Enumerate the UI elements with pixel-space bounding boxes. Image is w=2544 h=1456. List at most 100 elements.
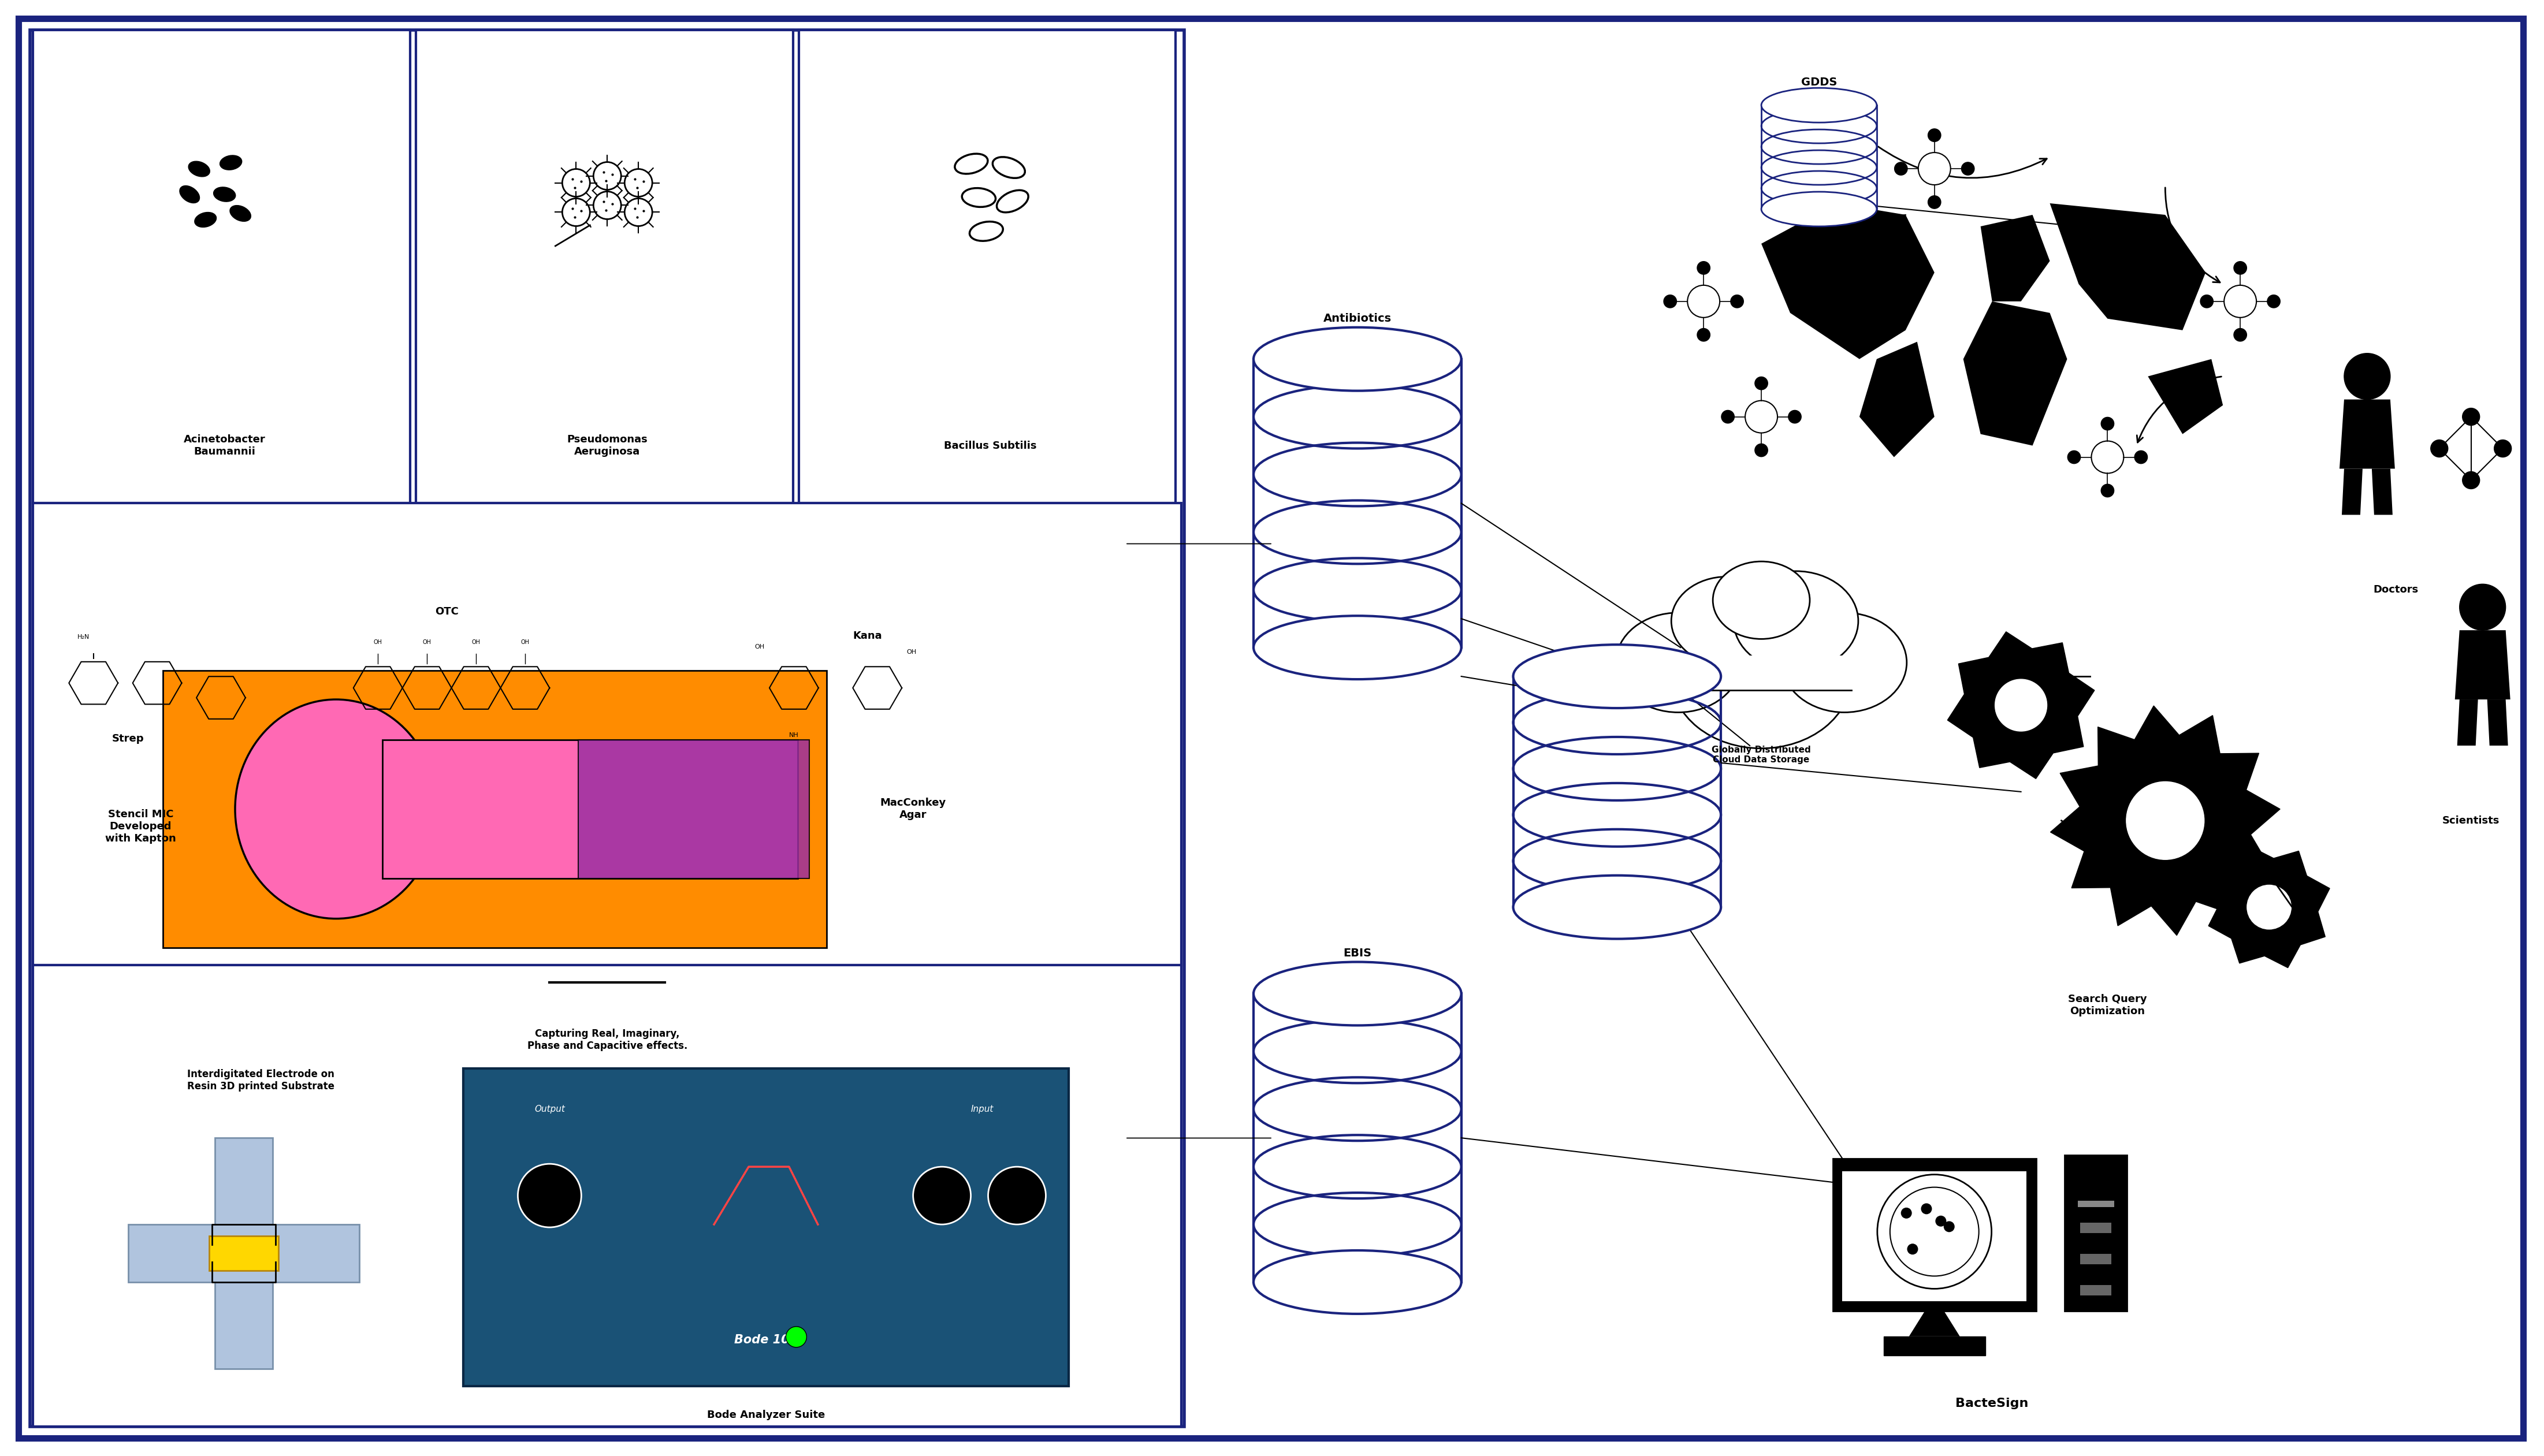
Circle shape	[1936, 1216, 1946, 1226]
Bar	[1514, 677, 1720, 907]
Bar	[415, 31, 794, 504]
Circle shape	[2246, 885, 2292, 929]
Bar	[463, 1069, 1068, 1386]
Text: NH: NH	[789, 732, 799, 738]
Text: OH: OH	[471, 639, 481, 645]
Bar	[33, 504, 1180, 965]
Ellipse shape	[1514, 875, 1720, 939]
Text: Bode Analyzer Suite: Bode Analyzer Suite	[707, 1409, 824, 1420]
Text: Capturing Real, Imaginary,
Phase and Capacitive effects.: Capturing Real, Imaginary, Phase and Cap…	[527, 1028, 687, 1051]
Circle shape	[562, 169, 590, 197]
Ellipse shape	[1712, 562, 1809, 639]
Bar	[1760, 105, 1877, 210]
Ellipse shape	[1514, 645, 1720, 708]
Ellipse shape	[234, 699, 438, 919]
Circle shape	[1730, 296, 1743, 307]
Ellipse shape	[962, 188, 995, 207]
Polygon shape	[2458, 699, 2478, 745]
Bar	[1842, 1172, 2028, 1302]
Bar	[1883, 1337, 1984, 1356]
Text: Search Query
Optimization: Search Query Optimization	[2068, 994, 2147, 1016]
Circle shape	[1697, 262, 1710, 274]
Circle shape	[1755, 377, 1768, 390]
Circle shape	[1928, 128, 1941, 141]
Circle shape	[519, 1163, 583, 1227]
Circle shape	[626, 169, 651, 197]
Polygon shape	[2050, 706, 2279, 935]
Polygon shape	[2455, 630, 2511, 699]
Circle shape	[2091, 441, 2124, 473]
Text: BacteSign: BacteSign	[1956, 1398, 2028, 1409]
Circle shape	[2068, 451, 2081, 463]
Ellipse shape	[1671, 604, 1852, 748]
Text: Input: Input	[972, 1105, 995, 1114]
Bar	[2081, 1254, 2112, 1264]
Circle shape	[1921, 1204, 1931, 1214]
Circle shape	[1944, 1222, 1954, 1232]
Circle shape	[1755, 444, 1768, 457]
Circle shape	[2127, 782, 2203, 859]
Circle shape	[2223, 285, 2257, 317]
Circle shape	[2201, 296, 2213, 307]
Text: Doctors: Doctors	[2374, 585, 2419, 596]
Polygon shape	[2208, 846, 2330, 968]
Bar	[31, 31, 1186, 1427]
Bar	[2066, 1155, 2127, 1310]
Bar	[1832, 1159, 2035, 1310]
Circle shape	[593, 162, 621, 189]
Circle shape	[2460, 584, 2506, 630]
Circle shape	[2343, 354, 2391, 399]
Polygon shape	[1964, 301, 2068, 446]
Ellipse shape	[1671, 577, 1783, 665]
Circle shape	[2234, 262, 2246, 274]
Bar	[209, 1236, 277, 1271]
Ellipse shape	[1760, 87, 1877, 122]
Text: OH: OH	[906, 649, 916, 655]
Ellipse shape	[1676, 156, 2249, 505]
Ellipse shape	[1254, 616, 1460, 680]
Polygon shape	[1760, 204, 1933, 360]
Ellipse shape	[188, 162, 209, 176]
Polygon shape	[2050, 204, 2206, 331]
Circle shape	[593, 192, 621, 220]
Ellipse shape	[969, 221, 1002, 240]
Text: MacConkey
Agar: MacConkey Agar	[880, 798, 946, 820]
Text: Antibiotics: Antibiotics	[1323, 313, 1392, 325]
Bar	[577, 740, 809, 878]
Text: Kana: Kana	[852, 630, 883, 641]
Circle shape	[987, 1166, 1046, 1224]
Circle shape	[2430, 440, 2447, 457]
Ellipse shape	[181, 186, 198, 202]
Text: OH: OH	[756, 644, 766, 649]
Text: Bacillus Subtilis: Bacillus Subtilis	[944, 440, 1035, 451]
Circle shape	[2234, 329, 2246, 341]
Ellipse shape	[1732, 571, 1857, 671]
Bar	[1254, 360, 1460, 648]
Ellipse shape	[1254, 1251, 1460, 1313]
Bar	[2081, 1286, 2112, 1296]
Circle shape	[1928, 195, 1941, 208]
Circle shape	[786, 1326, 806, 1347]
Circle shape	[2134, 451, 2147, 463]
Circle shape	[562, 198, 590, 226]
Circle shape	[2463, 408, 2480, 425]
Circle shape	[2267, 296, 2279, 307]
Text: EBIS: EBIS	[1343, 948, 1371, 958]
Circle shape	[1788, 411, 1801, 424]
Text: Strep: Strep	[112, 734, 145, 744]
Circle shape	[1908, 1243, 1918, 1254]
Bar	[214, 1139, 272, 1369]
Polygon shape	[1860, 342, 1933, 457]
Text: Stencil MIC
Developed
with Kapton: Stencil MIC Developed with Kapton	[104, 810, 176, 843]
Ellipse shape	[954, 154, 987, 173]
Circle shape	[1877, 1175, 1992, 1289]
Ellipse shape	[997, 191, 1028, 213]
Circle shape	[626, 198, 651, 226]
Ellipse shape	[992, 157, 1025, 178]
Bar	[127, 1224, 359, 1283]
Text: Pseudomonas
Aeruginosa: Pseudomonas Aeruginosa	[567, 434, 649, 457]
Circle shape	[1722, 411, 1735, 424]
Ellipse shape	[1254, 328, 1460, 390]
Text: GDDS: GDDS	[1801, 77, 1837, 87]
Ellipse shape	[1783, 613, 1905, 712]
